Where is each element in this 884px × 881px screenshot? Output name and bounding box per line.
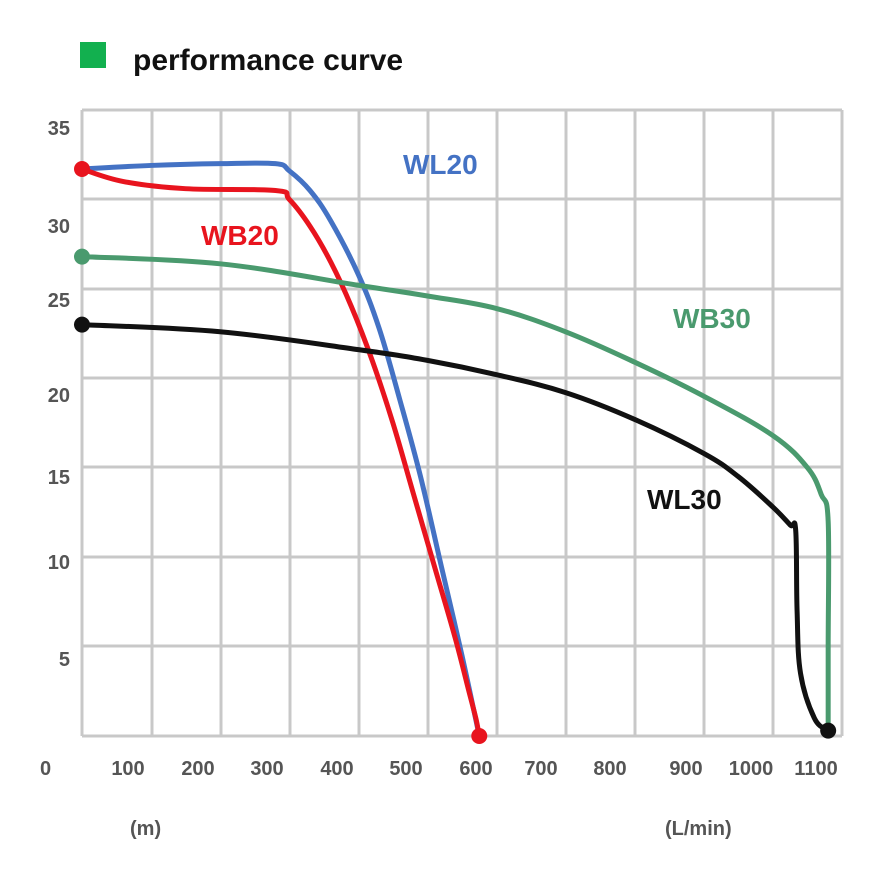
x-tick-label: 1000 bbox=[729, 758, 774, 780]
x-tick-label: 400 bbox=[320, 758, 353, 780]
endpoint-marker bbox=[74, 161, 90, 178]
x-axis-unit: (L/min) bbox=[665, 818, 732, 840]
y-tick-label: 5 bbox=[59, 649, 70, 671]
series-label-wl20: WL20 bbox=[403, 149, 478, 180]
chart-title: performance curve bbox=[133, 44, 404, 77]
x-tick-label: 500 bbox=[389, 758, 422, 780]
x-tick-label: 700 bbox=[524, 758, 557, 780]
origin-label: 0 bbox=[40, 758, 51, 780]
y-tick-label: 20 bbox=[48, 385, 70, 407]
series-line-wl30 bbox=[79, 322, 831, 734]
endpoint-markers bbox=[74, 161, 837, 744]
y-tick-label: 30 bbox=[48, 216, 70, 238]
series-line-wl20 bbox=[79, 160, 482, 739]
x-tick-label: 200 bbox=[181, 758, 214, 780]
series-lines bbox=[79, 160, 832, 739]
legend-swatch bbox=[80, 42, 106, 68]
series-label-wl30: WL30 bbox=[647, 484, 722, 515]
endpoint-marker bbox=[74, 248, 90, 265]
x-tick-label: 100 bbox=[111, 758, 144, 780]
y-tick-label: 15 bbox=[48, 467, 70, 489]
y-axis-unit: (m) bbox=[130, 818, 161, 840]
x-tick-label: 600 bbox=[459, 758, 492, 780]
endpoint-marker bbox=[820, 722, 837, 739]
y-tick-label: 25 bbox=[48, 290, 70, 312]
grid bbox=[80, 108, 844, 738]
x-tick-label: 800 bbox=[593, 758, 626, 780]
tick-labels: 100 200 300 400 500 600 700 800 900 1000 1100 5 10 15… bbox=[48, 118, 838, 780]
series-label-wb30: WB30 bbox=[673, 303, 751, 334]
series-line-wb20 bbox=[79, 166, 482, 739]
x-tick-label: 1100 bbox=[794, 758, 837, 780]
y-tick-label: 35 bbox=[48, 118, 70, 140]
x-tick-label: 300 bbox=[250, 758, 283, 780]
series-line-wb30 bbox=[79, 254, 832, 734]
y-tick-label: 10 bbox=[48, 552, 70, 574]
series-labels: WL20 WB20 WB30 WL30 bbox=[201, 149, 751, 515]
endpoint-marker bbox=[74, 316, 90, 333]
endpoint-marker bbox=[471, 728, 488, 744]
x-tick-label: 900 bbox=[669, 758, 702, 780]
series-label-wb20: WB20 bbox=[201, 220, 279, 251]
